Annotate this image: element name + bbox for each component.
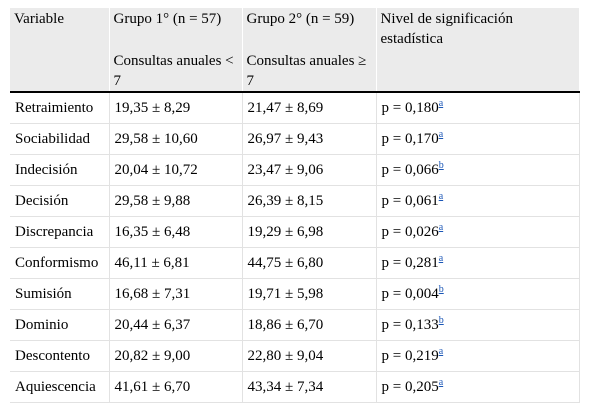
- cell-group1: 16,35 ± 6,48: [108, 216, 242, 248]
- footnote-link[interactable]: a: [438, 222, 444, 233]
- cell-variable: Discrepancia: [10, 216, 109, 248]
- cell-group2: 19,29 ± 6,98: [241, 216, 376, 248]
- footnote-marker: a: [439, 346, 443, 357]
- cell-group2: 19,71 ± 5,98: [241, 278, 376, 310]
- cell-variable: Conformismo: [10, 247, 109, 279]
- table-container: Variable Grupo 1° (n = 57) Grupo 2° (n =…: [10, 8, 580, 403]
- cell-significance: p = 0,133b: [375, 309, 580, 341]
- cell-group2: 26,39 ± 8,15: [241, 185, 376, 217]
- results-table: Variable Grupo 1° (n = 57) Grupo 2° (n =…: [10, 8, 580, 403]
- cell-significance: p = 0,219a: [375, 340, 580, 372]
- cell-group2: 23,47 ± 9,06: [241, 154, 376, 186]
- footnote-link[interactable]: a: [438, 253, 444, 264]
- cell-significance: p = 0,180a: [375, 92, 580, 124]
- cell-significance: p = 0,061a: [375, 185, 580, 217]
- table-row: Dominio 20,44 ± 6,37 18,86 ± 6,70 p = 0,133…: [10, 309, 580, 341]
- cell-group2: 43,34 ± 7,34: [241, 371, 376, 403]
- footnote-marker: b: [439, 284, 444, 295]
- p-value: p = 0,026: [381, 224, 439, 240]
- footnote-marker: a: [439, 377, 443, 388]
- footnote-marker: a: [439, 98, 443, 109]
- footnote-link[interactable]: a: [438, 98, 444, 109]
- cell-variable: Dominio: [10, 309, 109, 341]
- cell-group1: 16,68 ± 7,31: [108, 278, 242, 310]
- table-row: Aquiescencia 41,61 ± 6,70 43,34 ± 7,34 p = …: [10, 371, 580, 403]
- p-value: p = 0,205: [381, 379, 439, 395]
- p-value: p = 0,170: [381, 131, 439, 147]
- header-variable: Variable: [10, 8, 109, 49]
- footnote-marker: b: [439, 315, 444, 326]
- header-empty: [10, 49, 109, 93]
- cell-variable: Aquiescencia: [10, 371, 109, 403]
- cell-group1: 29,58 ± 10,60: [108, 123, 242, 155]
- p-value: p = 0,004: [381, 286, 439, 302]
- cell-group2: 21,47 ± 8,69: [241, 92, 376, 124]
- p-value: p = 0,133: [381, 317, 439, 333]
- table-row: Retraimiento 19,35 ± 8,29 21,47 ± 8,69 p = …: [10, 92, 580, 124]
- footnote-marker: a: [439, 191, 443, 202]
- p-value: p = 0,281: [381, 255, 439, 271]
- footnote-link[interactable]: a: [438, 129, 444, 140]
- table-body: Retraimiento 19,35 ± 8,29 21,47 ± 8,69 p = …: [10, 92, 580, 403]
- cell-variable: Indecisión: [10, 154, 109, 186]
- table-row: Sociabilidad 29,58 ± 10,60 26,97 ± 9,43 p =…: [10, 123, 580, 155]
- table-row: Decisión 29,58 ± 9,88 26,39 ± 8,15 p = 0,06…: [10, 185, 580, 217]
- footnote-link[interactable]: a: [438, 191, 444, 202]
- table-row: Descontento 20,82 ± 9,00 22,80 ± 9,04 p = 0…: [10, 340, 580, 372]
- cell-group1: 20,82 ± 9,00: [108, 340, 242, 372]
- table-row: Discrepancia 16,35 ± 6,48 19,29 ± 6,98 p = …: [10, 216, 580, 248]
- header-group1: Grupo 1° (n = 57): [108, 8, 242, 49]
- header-group1-sub: Consultas anuales < 7: [108, 49, 242, 93]
- cell-group2: 26,97 ± 9,43: [241, 123, 376, 155]
- cell-group2: 18,86 ± 6,70: [241, 309, 376, 341]
- table-row: Indecisión 20,04 ± 10,72 23,47 ± 9,06 p = 0…: [10, 154, 580, 186]
- cell-significance: p = 0,066b: [375, 154, 580, 186]
- cell-group1: 46,11 ± 6,81: [108, 247, 242, 279]
- p-value: p = 0,219: [381, 348, 439, 364]
- table-row: Conformismo 46,11 ± 6,81 44,75 ± 6,80 p = 0…: [10, 247, 580, 279]
- footnote-marker: b: [439, 160, 444, 171]
- p-value: p = 0,180: [381, 100, 439, 116]
- cell-variable: Retraimiento: [10, 92, 109, 124]
- header-significance: Nivel de significación estadística: [375, 8, 579, 49]
- p-value: p = 0,066: [381, 162, 439, 178]
- cell-group1: 20,04 ± 10,72: [108, 154, 242, 186]
- footnote-link[interactable]: a: [438, 346, 444, 357]
- table-header: Variable Grupo 1° (n = 57) Grupo 2° (n =…: [10, 8, 579, 93]
- header-group2: Grupo 2° (n = 59): [241, 8, 376, 49]
- cell-variable: Sumisión: [10, 278, 109, 310]
- cell-variable: Descontento: [10, 340, 109, 372]
- cell-group2: 22,80 ± 9,04: [241, 340, 376, 372]
- header-group2-sub: Consultas anuales ≥ 7: [241, 49, 376, 93]
- p-value: p = 0,061: [381, 193, 439, 209]
- cell-variable: Sociabilidad: [10, 123, 109, 155]
- table-row: Sumisión 16,68 ± 7,31 19,71 ± 5,98 p = 0,00…: [10, 278, 580, 310]
- cell-group1: 41,61 ± 6,70: [108, 371, 242, 403]
- footnote-link[interactable]: b: [438, 284, 444, 295]
- footnote-link[interactable]: a: [438, 377, 444, 388]
- footnote-marker: a: [439, 222, 443, 233]
- footnote-link[interactable]: b: [438, 315, 444, 326]
- cell-variable: Decisión: [10, 185, 109, 217]
- cell-group1: 29,58 ± 9,88: [108, 185, 242, 217]
- header-empty-2: [375, 49, 579, 93]
- cell-significance: p = 0,205a: [375, 371, 580, 403]
- cell-group1: 19,35 ± 8,29: [108, 92, 242, 124]
- cell-group2: 44,75 ± 6,80: [241, 247, 376, 279]
- cell-significance: p = 0,170a: [375, 123, 580, 155]
- footnote-marker: a: [439, 253, 443, 264]
- cell-significance: p = 0,026a: [375, 216, 580, 248]
- cell-significance: p = 0,004b: [375, 278, 580, 310]
- footnote-marker: a: [439, 129, 443, 140]
- footnote-link[interactable]: b: [438, 160, 444, 171]
- cell-significance: p = 0,281a: [375, 247, 580, 279]
- cell-group1: 20,44 ± 6,37: [108, 309, 242, 341]
